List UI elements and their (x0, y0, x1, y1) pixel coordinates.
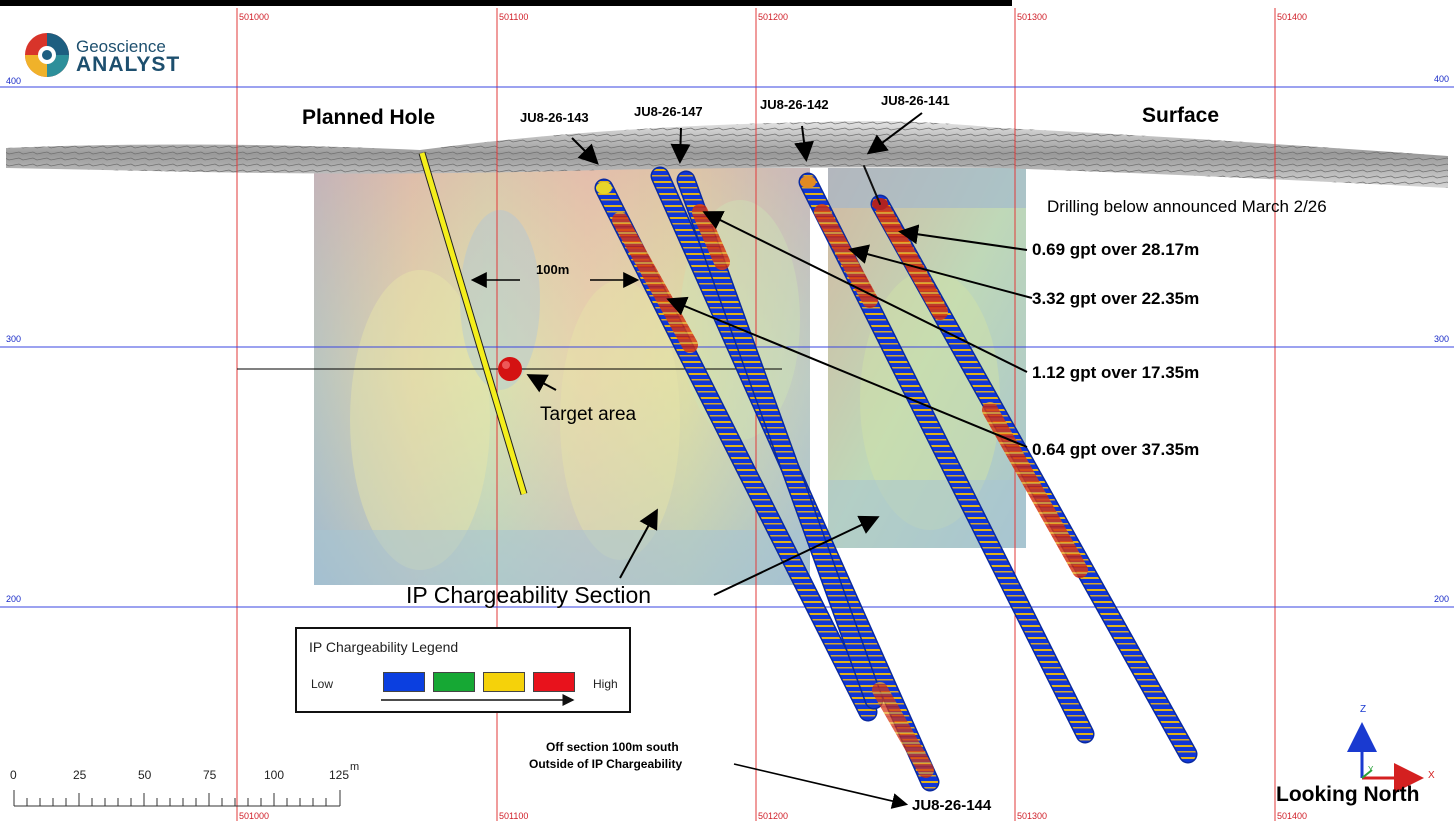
planned-hole-label: Planned Hole (302, 106, 436, 129)
planned-hole-trace (418, 151, 528, 496)
logo-line2: ANALYST (76, 53, 181, 76)
scale-label: 100 (264, 768, 285, 782)
legend-arrow (381, 694, 575, 706)
easting-tick: 501100 (499, 12, 529, 22)
easting-tick-bottom: 501200 (758, 811, 789, 821)
hole-label-143: JU8-26-143 (520, 110, 589, 125)
off-section-label-line1: Off section 100m south (546, 740, 679, 754)
scale-label: 25 (73, 768, 87, 782)
intercept-label: 3.32 gpt over 22.35m (1032, 289, 1200, 308)
elevation-tick-right: 200 (1434, 594, 1450, 604)
ip-chargeability-section-left (314, 168, 810, 585)
elevation-tick-right: 400 (1434, 74, 1450, 84)
legend-swatch-yellow (483, 672, 525, 692)
distance-label: 100m (536, 262, 570, 277)
surface-label: Surface (1142, 104, 1220, 127)
ip-section-label: IP Chargeability Section (406, 582, 652, 608)
target-sphere (498, 357, 522, 381)
looking-north-label: Looking North (1276, 783, 1420, 806)
scale-bar-graphic (13, 790, 341, 807)
scale-label: 75 (203, 768, 217, 782)
app-logo: Geoscience ANALYST (22, 31, 182, 81)
easting-tick-bottom: 501000 (239, 811, 270, 821)
easting-tick: 501200 (758, 12, 789, 22)
intercept-label: 1.12 gpt over 17.35m (1032, 363, 1200, 382)
easting-tick: 501400 (1277, 12, 1308, 22)
axis-y-label: Y (1368, 765, 1374, 774)
easting-tick: 501000 (239, 12, 270, 22)
target-area-label: Target area (540, 404, 637, 425)
legend-high-label: High (593, 677, 618, 691)
legend-low-label: Low (311, 677, 334, 691)
easting-tick: 501300 (1017, 12, 1048, 22)
hole-label-144: JU8-26-144 (912, 797, 992, 814)
hole-label-141: JU8-26-141 (881, 93, 950, 108)
axis-x-label: X (1428, 770, 1435, 781)
ip-chargeability-legend: IP Chargeability Legend Low High (295, 627, 631, 713)
annotation-arrows (470, 112, 1033, 809)
elevation-tick-right: 300 (1434, 334, 1450, 344)
logo-mark (25, 33, 69, 77)
scale-label: 125 (329, 768, 350, 782)
legend-swatch-green (433, 672, 475, 692)
terrain-surface (6, 120, 1448, 188)
hole-label-147: JU8-26-147 (634, 104, 703, 119)
scale-label: 50 (138, 768, 152, 782)
ip-chargeability-section-right (828, 168, 1026, 548)
elevation-tick: 200 (6, 594, 22, 604)
axis-z-label: Z (1360, 704, 1367, 715)
elevation-tick: 400 (6, 76, 22, 86)
axes-gizmo-graphic (1347, 722, 1424, 793)
off-section-label-line2: Outside of IP Chargeability (529, 757, 683, 771)
legend-swatch-blue (383, 672, 425, 692)
scale-unit: m (350, 761, 360, 773)
drilling-note: Drilling below announced March 2/26 (1047, 197, 1327, 216)
drill-holes (594, 165, 1198, 792)
logo-line1: Geoscience (76, 37, 166, 56)
legend-title: IP Chargeability Legend (309, 639, 459, 655)
elevation-tick: 300 (6, 334, 22, 344)
legend-swatch-red (533, 672, 575, 692)
hole-label-142: JU8-26-142 (760, 97, 829, 112)
scale-label: 0 (10, 768, 17, 782)
easting-tick-bottom: 501400 (1277, 811, 1308, 821)
easting-tick-bottom: 501300 (1017, 811, 1048, 821)
intercept-label: 0.69 gpt over 28.17m (1032, 240, 1200, 259)
easting-tick-bottom: 501100 (499, 811, 529, 821)
intercept-label: 0.64 gpt over 37.35m (1032, 440, 1200, 459)
